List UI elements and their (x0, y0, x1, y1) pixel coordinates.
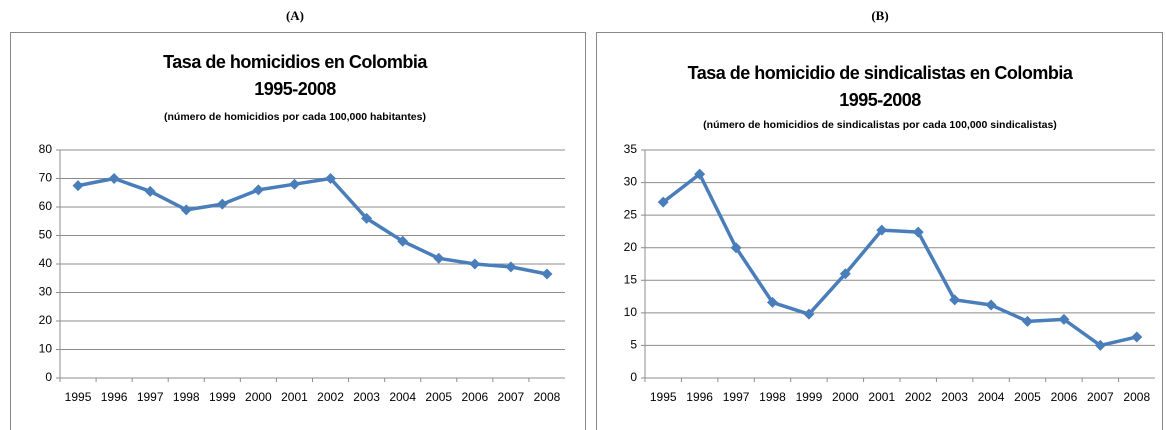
y-tick-label: 20 (624, 240, 638, 254)
x-tick-label: 2004 (978, 390, 1005, 404)
chart-title: Tasa de homicidios en Colombia (163, 52, 428, 72)
data-point (912, 226, 924, 238)
y-tick-label: 0 (45, 370, 52, 384)
data-point (216, 198, 228, 210)
x-tick-label: 2004 (389, 390, 416, 404)
data-point (657, 196, 669, 208)
data-point (180, 204, 192, 216)
data-point (288, 178, 300, 190)
y-tick-label: 10 (39, 342, 53, 356)
x-tick-label: 1997 (137, 390, 164, 404)
y-tick-label: 60 (39, 199, 53, 213)
data-point (505, 261, 517, 273)
y-tick-label: 10 (624, 305, 638, 319)
data-point (252, 184, 264, 196)
x-tick-label: 1998 (759, 390, 786, 404)
x-tick-label: 2005 (1014, 390, 1041, 404)
x-tick-label: 1999 (209, 390, 236, 404)
x-tick-label: 2008 (1123, 390, 1150, 404)
x-tick-label: 2001 (868, 390, 895, 404)
chart-frame (10, 32, 586, 430)
y-tick-label: 30 (624, 175, 638, 189)
data-point (108, 173, 120, 184)
x-tick-label: 2000 (832, 390, 859, 404)
y-tick-label: 15 (624, 272, 638, 286)
y-tick-label: 25 (624, 207, 638, 221)
y-tick-label: 20 (39, 313, 53, 327)
y-tick-label: 5 (630, 338, 637, 352)
panel-label: (B) (871, 8, 888, 23)
data-point (1094, 339, 1106, 351)
data-point (694, 168, 706, 180)
x-tick-label: 2006 (1051, 390, 1078, 404)
data-point (985, 299, 997, 311)
x-tick-label: 2005 (425, 390, 452, 404)
data-point (730, 242, 742, 254)
y-tick-label: 70 (39, 171, 53, 185)
data-point (397, 235, 409, 247)
x-tick-label: 1999 (796, 390, 823, 404)
data-point (949, 294, 961, 306)
y-tick-label: 0 (630, 370, 637, 384)
x-tick-label: 2002 (905, 390, 932, 404)
x-tick-label: 1995 (65, 390, 92, 404)
chart-subtitle: (número de homicidios por cada 100,000 h… (164, 111, 426, 123)
x-tick-label: 2000 (245, 390, 272, 404)
x-tick-label: 2003 (353, 390, 380, 404)
chart-title: Tasa de homicidio de sindicalistas en Co… (688, 63, 1074, 83)
data-point (1022, 315, 1033, 327)
series-line (662, 172, 1138, 348)
data-point (839, 268, 851, 280)
series-line (77, 176, 548, 276)
x-tick-label: 1996 (101, 390, 128, 404)
data-point (433, 252, 445, 264)
data-point (1131, 331, 1143, 343)
x-tick-label: 1998 (173, 390, 200, 404)
data-point (541, 268, 553, 280)
chart-title: 1995-2008 (839, 90, 921, 110)
x-tick-label: 2001 (281, 390, 308, 404)
x-tick-label: 1995 (650, 390, 677, 404)
data-point (325, 173, 337, 184)
y-tick-label: 50 (39, 228, 53, 242)
data-point (469, 258, 481, 270)
x-tick-label: 1996 (686, 390, 713, 404)
x-tick-label: 2002 (317, 390, 344, 404)
y-tick-label: 30 (39, 285, 53, 299)
chart-title: 1995-2008 (254, 79, 336, 99)
chart-subtitle: (número de homicidios de sindicalistas p… (703, 119, 1057, 131)
data-point (767, 296, 778, 308)
data-point (361, 212, 373, 224)
data-point (1058, 313, 1070, 325)
y-tick-label: 80 (39, 142, 53, 156)
x-tick-label: 1997 (723, 390, 750, 404)
x-tick-label: 2003 (941, 390, 968, 404)
x-tick-label: 2006 (461, 390, 488, 404)
y-tick-label: 35 (624, 142, 638, 156)
panel-label: (A) (286, 8, 304, 23)
data-point (876, 224, 888, 236)
data-point (803, 308, 815, 320)
x-tick-label: 2007 (1087, 390, 1114, 404)
x-tick-label: 2007 (498, 390, 525, 404)
x-tick-label: 2008 (534, 390, 561, 404)
data-point (144, 185, 156, 197)
y-tick-label: 40 (39, 256, 53, 270)
data-point (72, 180, 84, 192)
